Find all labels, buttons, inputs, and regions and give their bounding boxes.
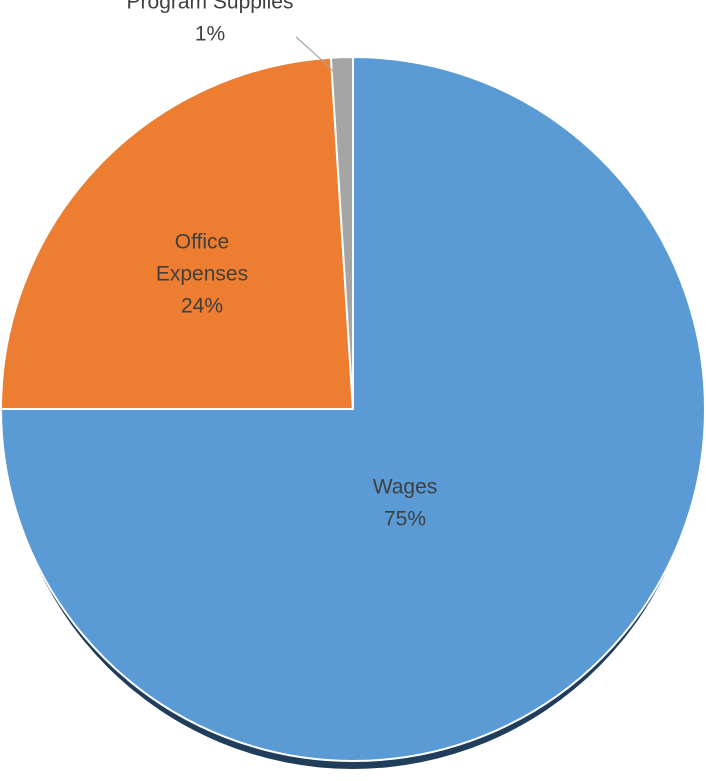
data-label-program-supplies: Program Supplies 1% (127, 0, 294, 46)
data-label-category-program-supplies: Program Supplies (127, 0, 294, 14)
data-label-value-wages: 75% (384, 508, 426, 531)
leader-line-program-supplies (295, 36, 350, 89)
pie-slice-office-expenses (0, 56, 354, 410)
pie-slice-wages (0, 56, 706, 762)
data-label-category-office-expenses: Office (175, 231, 229, 254)
data-label-category-office-expenses: Expenses (156, 263, 248, 286)
data-label-category-wages: Wages (373, 476, 438, 499)
data-label-value-program-supplies: 1% (195, 23, 225, 46)
pie-slice-program-supplies (329, 55, 354, 410)
data-label-office-expenses: Office Expenses 24% (156, 231, 248, 318)
data-label-wages: Wages 75% (373, 476, 438, 531)
data-label-value-office-expenses: 24% (181, 295, 223, 318)
